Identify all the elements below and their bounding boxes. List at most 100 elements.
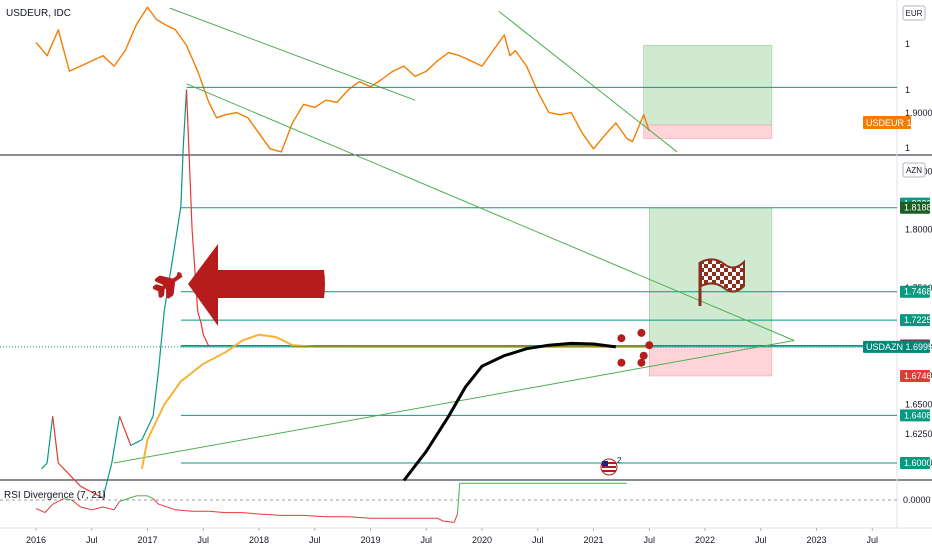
usdazn-price-segment bbox=[111, 416, 121, 464]
rsi-segment bbox=[442, 520, 455, 523]
usdazn-level-tag-text: 1.7225 bbox=[904, 315, 932, 325]
usdazn-price-segment bbox=[130, 439, 143, 447]
usdazn-price-segment bbox=[185, 89, 193, 230]
x-tick-label: 2022 bbox=[695, 535, 715, 545]
usdazn-level-tag bbox=[900, 314, 930, 327]
usdazn-y-tick-label: 1.8000 bbox=[905, 225, 932, 235]
x-tick-label: Jul bbox=[532, 535, 544, 545]
azn-currency-label: AZN bbox=[906, 166, 922, 175]
usdazn-price-segment bbox=[102, 462, 113, 499]
usdazn-price-segment bbox=[41, 462, 48, 470]
red-dot-marker bbox=[645, 341, 654, 350]
x-tick-label: 2017 bbox=[137, 535, 157, 545]
rsi-segment bbox=[119, 495, 137, 502]
usdazn-price-segment bbox=[180, 147, 184, 207]
usdazn-price-segment bbox=[52, 416, 59, 464]
usdazn-level-tag bbox=[900, 409, 930, 422]
rsi-segment bbox=[52, 498, 65, 505]
usdazn-price-segment bbox=[191, 229, 199, 312]
rsi-segment bbox=[113, 501, 121, 511]
time-axis: 2016 Jul 2017 Jul 2018 Jul 2019 Jul 2020 Jul 2021 J… bbox=[26, 528, 878, 545]
rsi-segment bbox=[457, 483, 461, 515]
usdazn-trend-line[interactable] bbox=[113, 340, 795, 464]
usdeur-price-tag bbox=[863, 116, 911, 129]
red-dot-marker bbox=[617, 334, 626, 343]
usdazn-trend-line[interactable] bbox=[186, 83, 795, 341]
rsi-segment bbox=[208, 510, 226, 514]
rsi-segment bbox=[152, 498, 159, 505]
usdeur-stop-zone[interactable] bbox=[643, 124, 773, 139]
azn-currency-box[interactable] bbox=[902, 162, 926, 178]
usdazn-price-segment bbox=[80, 485, 104, 499]
usdeur-y-tick-label: 1 bbox=[905, 143, 910, 153]
rsi-segment bbox=[175, 509, 193, 512]
usdazn-level-tag-text: 1.6746 bbox=[904, 371, 932, 381]
us-flag-icon bbox=[600, 458, 618, 476]
x-tick-label: Jul bbox=[755, 535, 767, 545]
red-dot-marker bbox=[637, 358, 646, 367]
usdazn-y-tick-label: 1.6500 bbox=[905, 400, 932, 410]
usdazn-price-segment bbox=[46, 416, 54, 464]
x-tick-label: Jul bbox=[309, 535, 321, 545]
rsi-segment bbox=[453, 513, 458, 523]
rsi-segment bbox=[91, 506, 104, 511]
left-arrow bbox=[188, 244, 325, 326]
usdazn-y-tick-label: 1.9000 bbox=[905, 108, 932, 118]
x-tick-label: 2016 bbox=[26, 535, 46, 545]
event-badge: 2 bbox=[617, 456, 622, 465]
x-tick-label: Jul bbox=[644, 535, 656, 545]
eur-currency-box[interactable] bbox=[902, 5, 926, 21]
x-tick-label: 2020 bbox=[472, 535, 492, 545]
rsi-segment bbox=[80, 506, 92, 511]
usdazn-pane: 1.90001.85001.80001.75001.70001.67501.65… bbox=[0, 83, 932, 499]
usdazn-level-tag bbox=[900, 201, 930, 214]
usdazn-black-curve bbox=[402, 341, 616, 482]
checkered-flag-icon bbox=[698, 258, 745, 306]
usdazn-level-tag bbox=[900, 370, 930, 382]
usdazn-price-segment bbox=[174, 206, 182, 242]
rsi-segment bbox=[242, 512, 260, 515]
usdeur-y-tick-label: 1 bbox=[905, 85, 910, 95]
usdazn-price-segment bbox=[152, 369, 160, 417]
usdeur-trend-line[interactable] bbox=[498, 10, 678, 153]
rsi-segment bbox=[44, 503, 54, 513]
rsi-segment bbox=[71, 499, 81, 508]
usdazn-price-segment bbox=[200, 322, 204, 335]
x-tick-label: Jul bbox=[86, 535, 98, 545]
x-tick-label: 2023 bbox=[806, 535, 826, 545]
x-tick-label: Jul bbox=[198, 535, 210, 545]
usdazn-level-tag-text: 1.7468 bbox=[904, 287, 932, 297]
usdeur-target-zone[interactable] bbox=[643, 45, 773, 126]
usdazn-stop-zone[interactable] bbox=[649, 346, 773, 377]
usdeur-pane: 1 1 1 USDEUR 1 bbox=[35, 6, 912, 153]
price-axis-area bbox=[897, 0, 932, 530]
usdeur-price-tag-text: USDEUR 1 bbox=[866, 118, 912, 128]
usdazn-price-segment bbox=[57, 462, 82, 487]
usdazn-level-tag bbox=[900, 457, 930, 469]
rsi-segment bbox=[63, 498, 72, 501]
usdazn-price-segment bbox=[202, 334, 210, 347]
red-dot-marker bbox=[637, 328, 646, 337]
red-dot-marker bbox=[639, 351, 648, 360]
rsi-segment bbox=[258, 513, 282, 516]
usdeur-pane-title: USDEUR, IDC bbox=[6, 8, 71, 19]
usdazn-level-tag-text: 1.8188 bbox=[904, 203, 932, 213]
usdazn-level-tag bbox=[900, 285, 930, 298]
x-tick-label: 2021 bbox=[583, 535, 603, 545]
usdeur-y-tick-label: 1 bbox=[905, 39, 910, 49]
usdeur-trend-line[interactable] bbox=[169, 7, 416, 101]
usdazn-price-tag-text: USDAZN 1.6995 bbox=[866, 342, 932, 352]
usdazn-price-tag bbox=[863, 340, 930, 353]
usdazn-price-segment bbox=[158, 311, 165, 370]
rsi-segment bbox=[147, 495, 154, 500]
usdeur-price-line bbox=[35, 6, 650, 153]
x-tick-label: 2018 bbox=[249, 535, 269, 545]
rsi-segment bbox=[35, 507, 46, 514]
rsi-segment bbox=[158, 503, 176, 511]
airplane-icon bbox=[152, 271, 183, 299]
usdazn-y-tick-label: 1.6250 bbox=[905, 429, 932, 439]
x-tick-label: 2019 bbox=[360, 535, 380, 545]
